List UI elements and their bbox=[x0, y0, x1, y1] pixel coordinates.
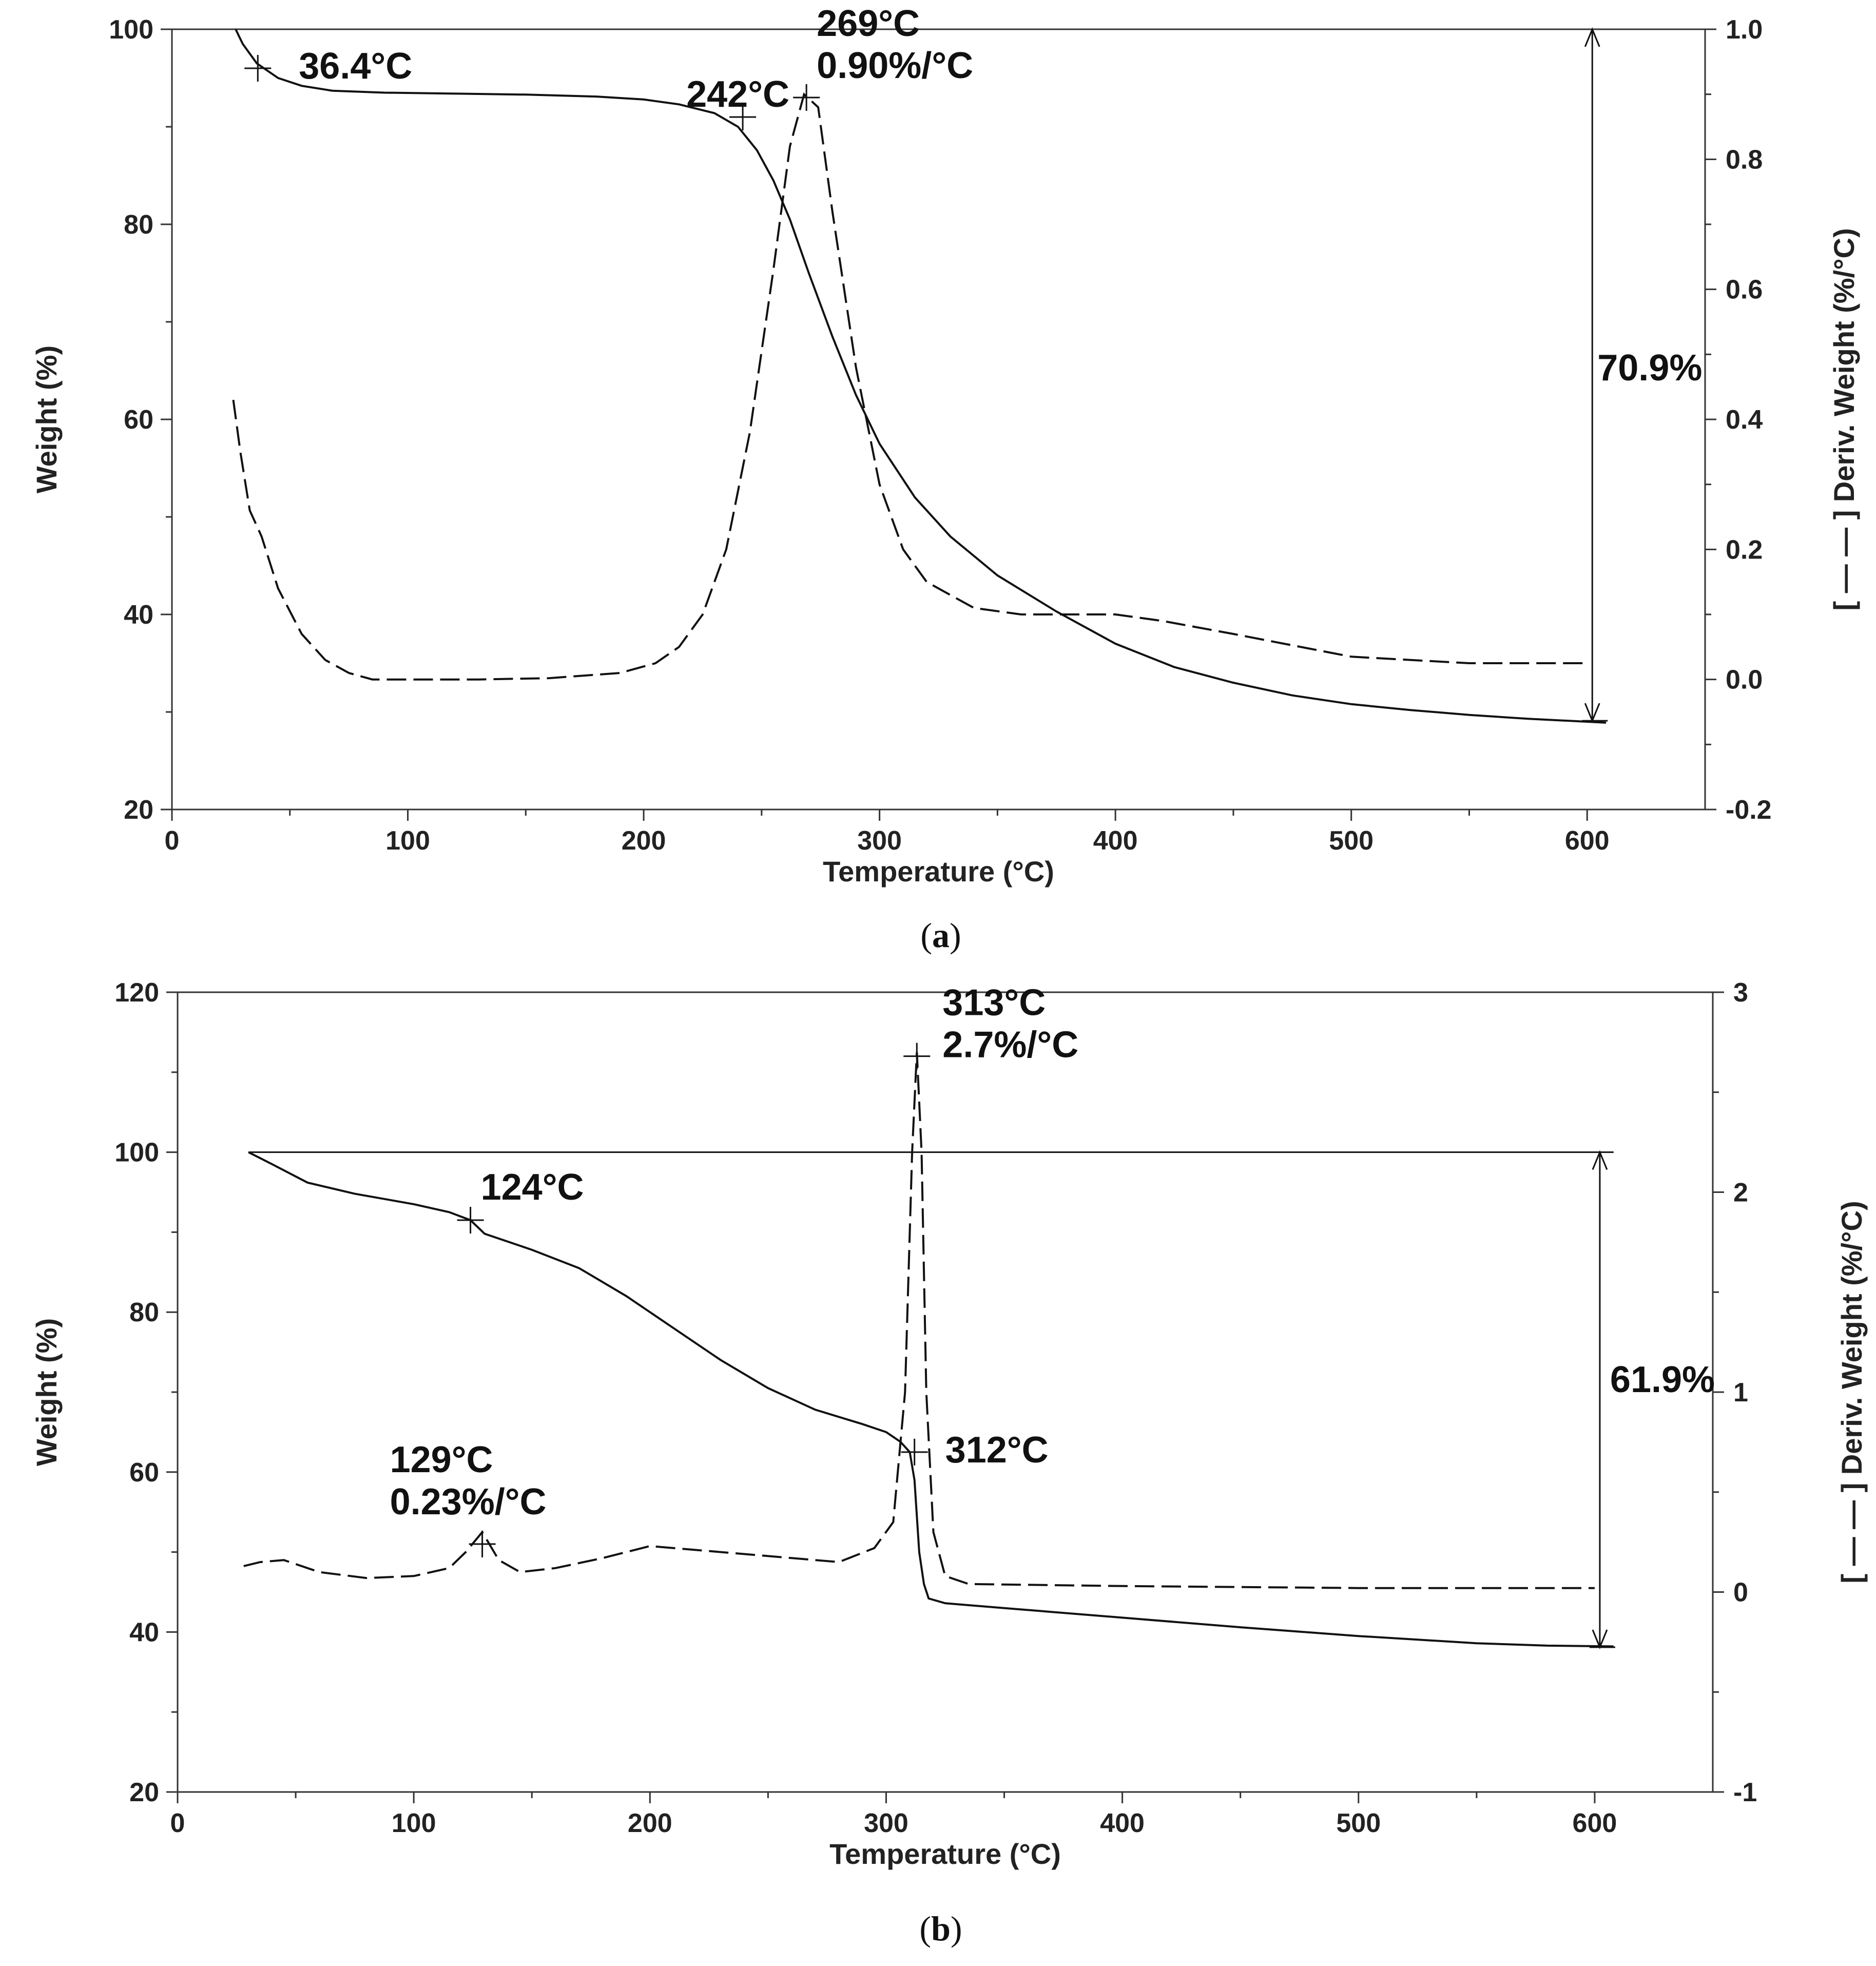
panel-a-y-right-tick-label: 0.0 bbox=[1726, 665, 1763, 695]
panel-a-annotation-label: 70.9% bbox=[1597, 348, 1702, 389]
panel-a-x-tick-label: 400 bbox=[1093, 826, 1138, 856]
panel-a-weight-curve bbox=[235, 29, 1607, 724]
panel-b-annotation-label: 61.9% bbox=[1610, 1359, 1715, 1400]
panel-a-x-tick-label: 200 bbox=[622, 826, 666, 856]
panel-a-x-tick-label: 600 bbox=[1565, 826, 1610, 856]
panel-a-x-axis-title: Temperature (°C) bbox=[823, 855, 1054, 888]
panel-b-y-right-tick-label: 0 bbox=[1733, 1578, 1748, 1608]
panel-a-annotation-label: 36.4°C bbox=[299, 46, 412, 87]
panel-b-x-tick-label: 0 bbox=[170, 1808, 185, 1838]
panel-a-x-tick-label: 100 bbox=[385, 826, 430, 856]
panel-b-x-tick-label: 400 bbox=[1100, 1808, 1145, 1838]
panel-a-caption: (a) bbox=[920, 916, 961, 955]
panel-a-plot-frame bbox=[171, 28, 1706, 811]
panel-a-y-right-tick-label: 1.0 bbox=[1726, 15, 1763, 45]
panel-a-y-left-tick-label: 60 bbox=[124, 405, 153, 435]
panel-b-deriv-weight-curve bbox=[243, 1052, 1595, 1589]
panel-a-y-right-axis-title: [ — — ] Deriv. Weight (%/°C) bbox=[1828, 228, 1860, 610]
panel-b-x-tick-label: 500 bbox=[1336, 1808, 1381, 1838]
panel-a-annotation-label: 269°C bbox=[817, 3, 920, 44]
panel-b-x-tick-label: 100 bbox=[392, 1808, 436, 1838]
panel-b-weight-curve bbox=[248, 1151, 1614, 1648]
panel-a-y-right-tick-label: -0.2 bbox=[1726, 795, 1772, 825]
panel-b-y-right-tick-label: 2 bbox=[1733, 1178, 1748, 1208]
panel-a-x-tick-label: 300 bbox=[857, 826, 902, 856]
panel-b-y-right-tick-label: 3 bbox=[1733, 978, 1748, 1008]
panel-a-annotation-label: 0.90%/°C bbox=[817, 45, 973, 86]
panel-b-chart: 0 100 200 300 400 500 600 20 40 60 80 100 120 -1 0 1 2 3 T… bbox=[30, 978, 1868, 1948]
panel-b-annotation-label: 129°C bbox=[390, 1439, 493, 1480]
panel-b-plot-frame bbox=[177, 991, 1714, 1793]
panel-b-y-left-tick-label: 120 bbox=[114, 978, 159, 1008]
panel-a-y-left-axis-title: Weight (%) bbox=[30, 345, 63, 493]
panel-b-annotation-label: 313°C bbox=[942, 982, 1046, 1024]
panel-b-x-tick-label: 300 bbox=[864, 1808, 908, 1838]
panel-b-x-tick-label: 200 bbox=[628, 1808, 672, 1838]
panel-a-y-left-tick-label: 40 bbox=[124, 600, 153, 630]
panel-a-y-right-tick-label: 0.6 bbox=[1726, 275, 1763, 305]
panel-a-y-right-tick-label: 0.8 bbox=[1726, 145, 1763, 175]
panel-b-y-left-tick-label: 40 bbox=[129, 1617, 159, 1647]
panel-b-y-left-tick-label: 60 bbox=[129, 1458, 159, 1488]
panel-b-x-tick-label: 600 bbox=[1573, 1808, 1617, 1838]
panel-b-caption: (b) bbox=[919, 1909, 962, 1948]
panel-a-x-tick-label: 0 bbox=[165, 826, 180, 856]
panel-b-y-left-tick-label: 20 bbox=[129, 1778, 159, 1807]
panel-b-y-right-tick-label: -1 bbox=[1733, 1778, 1757, 1807]
panel-a-y-left-tick-label: 100 bbox=[109, 15, 153, 45]
panel-b-y-right-axis-title: [ — — ] Deriv. Weight (%/°C) bbox=[1835, 1201, 1868, 1583]
panel-a-x-tick-label: 500 bbox=[1329, 826, 1374, 856]
panel-a-mass-loss-arrowhead-top bbox=[1584, 27, 1600, 47]
panel-b-y-left-tick-label: 100 bbox=[114, 1138, 159, 1168]
panel-b-annotation-label: 2.7%/°C bbox=[942, 1025, 1078, 1066]
panel-a-y-left-tick-label: 20 bbox=[124, 795, 153, 825]
panel-b-annotation-label: 124°C bbox=[481, 1167, 584, 1208]
panel-b-y-right-tick-label: 1 bbox=[1733, 1378, 1748, 1408]
panel-b-annotation-label: 0.23%/°C bbox=[390, 1481, 547, 1522]
panel-a-chart: 0 100 200 300 400 500 600 20 40 60 80 100 -0.2 0.0 0.2… bbox=[30, 3, 1860, 955]
panel-b-y-left-axis-title: Weight (%) bbox=[30, 1318, 63, 1466]
panel-a-y-right-tick-label: 0.4 bbox=[1726, 405, 1763, 435]
panel-a-annotation-label: 242°C bbox=[686, 74, 789, 115]
panel-b-y-left-tick-label: 80 bbox=[129, 1298, 159, 1327]
panel-a-y-right-tick-label: 0.2 bbox=[1726, 535, 1763, 565]
panel-a-deriv-weight-curve bbox=[232, 92, 1588, 681]
panel-a-y-left-tick-label: 80 bbox=[124, 210, 153, 240]
panel-b-x-axis-title: Temperature (°C) bbox=[829, 1838, 1061, 1870]
panel-b-annotation-label: 312°C bbox=[945, 1430, 1049, 1471]
